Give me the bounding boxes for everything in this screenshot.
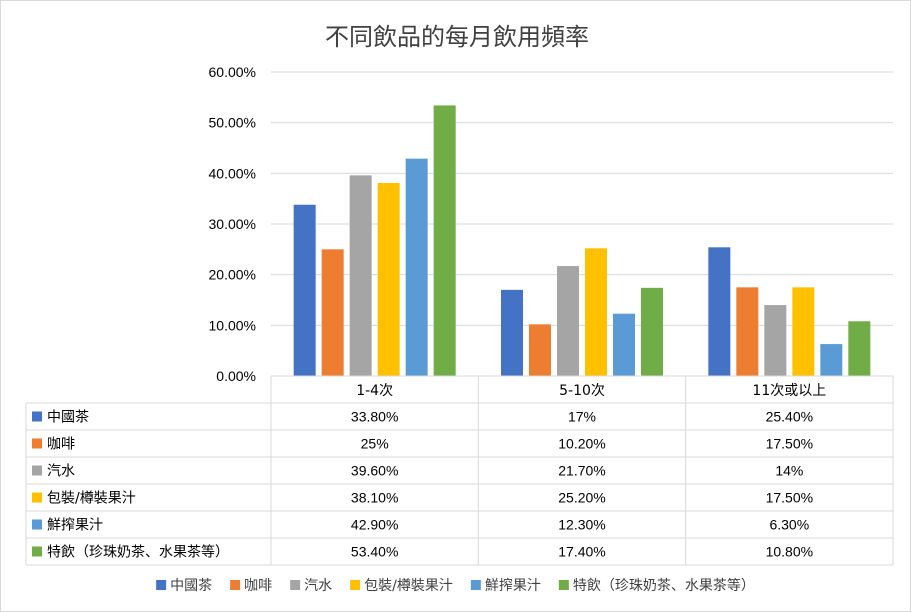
legend-swatch	[350, 580, 361, 590]
legend-swatch	[558, 580, 569, 590]
bar	[848, 321, 871, 376]
y-tick-label: 0.00%	[216, 368, 256, 384]
legend-label: 包裝/樽裝果汁	[364, 577, 453, 594]
bar	[736, 287, 759, 376]
series-label: 特飲（珍珠奶茶、水果茶等）	[47, 544, 229, 561]
bar	[557, 266, 579, 376]
legend: 中國茶 咖啡 汽水 包裝/樽裝果汁 鮮搾果汁 特飲（珍珠奶茶、水果茶等）	[156, 577, 755, 594]
data-label: 17.50%	[766, 436, 813, 452]
series-swatch	[32, 519, 42, 530]
gridlines	[271, 71, 893, 326]
legend-swatch	[290, 580, 301, 590]
data-label: 14%	[775, 463, 803, 479]
y-tick-label: 10.00%	[209, 317, 256, 333]
bar	[377, 182, 400, 376]
series-swatch	[32, 492, 42, 503]
data-label: 17%	[568, 409, 596, 425]
bar	[321, 249, 344, 376]
data-label: 17.50%	[766, 490, 813, 506]
bar	[708, 247, 731, 376]
series-label: 鮮搾果汁	[47, 517, 103, 534]
legend-swatch	[156, 580, 167, 590]
data-label: 21.70%	[558, 463, 605, 479]
data-label: 17.40%	[558, 544, 605, 560]
legend-swatch	[230, 580, 241, 590]
series-label: 中國茶	[47, 410, 89, 426]
legend-label: 中國茶	[170, 578, 212, 594]
y-axis-ticks: 0.00% 10.00% 20.00% 30.00% 40.00% 50.00% 60.00…	[209, 64, 256, 384]
bar	[349, 175, 372, 376]
chart-title: 不同飲品的每月飲用頻率	[325, 23, 589, 51]
data-label: 33.80%	[351, 409, 398, 425]
bar	[764, 305, 787, 376]
y-tick-label: 30.00%	[209, 216, 256, 232]
data-label: 38.10%	[351, 490, 398, 506]
legend-label: 鮮搾果汁	[485, 577, 541, 594]
data-label: 42.90%	[351, 517, 398, 533]
bar	[501, 289, 523, 376]
legend-label: 汽水	[304, 578, 332, 594]
data-label: 53.40%	[351, 544, 398, 560]
y-tick-label: 50.00%	[209, 115, 256, 131]
series-swatch	[32, 546, 42, 557]
series-label: 汽水	[47, 464, 75, 480]
bar	[613, 313, 635, 376]
data-label: 6.30%	[769, 517, 809, 533]
data-label: 10.20%	[558, 436, 605, 452]
x-category-label: 5-10次	[559, 383, 605, 399]
data-label: 25.40%	[766, 409, 813, 425]
series-swatch	[32, 465, 42, 476]
bar	[641, 287, 663, 376]
data-label: 12.30%	[558, 517, 605, 533]
bar	[293, 204, 316, 376]
y-tick-label: 40.00%	[209, 165, 256, 181]
data-label: 10.80%	[766, 544, 813, 560]
series-label: 咖啡	[47, 437, 75, 453]
bar	[585, 248, 607, 376]
data-label: 25.20%	[558, 490, 605, 506]
y-tick-label: 60.00%	[209, 64, 256, 80]
bars	[293, 105, 871, 376]
data-label: 25%	[361, 436, 389, 452]
bar	[405, 158, 428, 376]
bar	[792, 287, 815, 376]
bar	[433, 105, 456, 376]
series-swatch	[32, 438, 42, 449]
x-category-label: 11次或以上	[752, 383, 826, 399]
legend-label: 特飲（珍珠奶茶、水果茶等）	[573, 577, 755, 594]
y-tick-label: 20.00%	[209, 267, 256, 283]
series-swatch	[32, 411, 42, 422]
legend-swatch	[470, 580, 481, 590]
x-category-label: 1-4次	[356, 383, 393, 399]
data-label: 39.60%	[351, 463, 398, 479]
legend-label: 咖啡	[244, 578, 272, 594]
bar	[529, 324, 551, 376]
series-label: 包裝/樽裝果汁	[47, 490, 136, 507]
bar	[820, 344, 843, 376]
